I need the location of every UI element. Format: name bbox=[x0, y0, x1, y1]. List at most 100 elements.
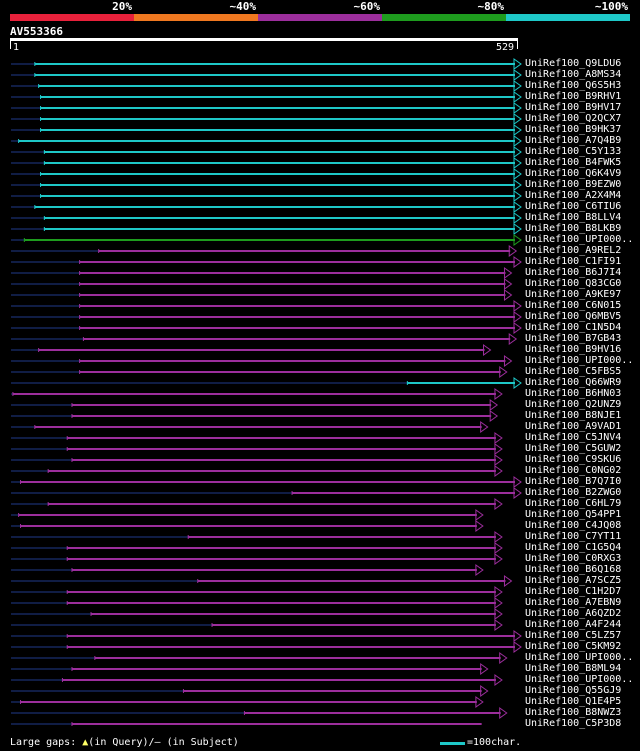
hit-label[interactable]: UniRef100_C1H2D7 bbox=[525, 586, 622, 597]
hit-label[interactable]: UniRef100_C4JQ08 bbox=[525, 520, 622, 531]
hit-end-arrow-icon bbox=[494, 674, 503, 686]
hit-label[interactable]: UniRef100_A7SCZ5 bbox=[525, 575, 622, 586]
legend-segment bbox=[134, 14, 258, 21]
hit-label[interactable]: UniRef100_B6J7I4 bbox=[525, 267, 622, 278]
hit-label[interactable]: UniRef100_C1G5Q4 bbox=[525, 542, 622, 553]
hit-label[interactable]: UniRef100_B7GB43 bbox=[525, 333, 622, 344]
hit-end-arrow-icon bbox=[494, 432, 503, 444]
hit-end-arrow-icon bbox=[503, 289, 513, 301]
hit-label[interactable]: UniRef100_A8MS34 bbox=[525, 69, 622, 80]
hit-label[interactable]: UniRef100_A7Q4B9 bbox=[525, 135, 622, 146]
hit-label[interactable]: UniRef100_Q2UNZ9 bbox=[525, 399, 622, 410]
hit-label[interactable]: UniRef100_C0RXG3 bbox=[525, 553, 622, 564]
hit-label[interactable]: UniRef100_C6HL79 bbox=[525, 498, 622, 509]
hit-end-arrow-icon bbox=[499, 707, 508, 719]
hit-label[interactable]: UniRef100_C5P3D8 bbox=[525, 718, 622, 729]
legend-label: 20% bbox=[112, 0, 132, 13]
hit-end-arrow-icon bbox=[513, 311, 522, 323]
hit-label[interactable]: UniRef100_UPI000.. bbox=[525, 652, 634, 663]
hit-end-arrow-icon bbox=[494, 454, 503, 466]
gap-legend: Large gaps: ▲(in Query)/– (in Subject) bbox=[10, 737, 239, 748]
hit-label[interactable]: UniRef100_C9SKU6 bbox=[525, 454, 622, 465]
hit-label[interactable]: UniRef100_C0NG02 bbox=[525, 465, 622, 476]
hit-label[interactable]: UniRef100_C5JNV4 bbox=[525, 432, 622, 443]
ruler-start-tick bbox=[10, 41, 11, 49]
legend-segment bbox=[506, 14, 630, 21]
hit-label[interactable]: UniRef100_B8LLV4 bbox=[525, 212, 622, 223]
footer: Large gaps: ▲(in Query)/– (in Subject) =… bbox=[10, 736, 630, 750]
query-ruler: 1 529 bbox=[10, 38, 518, 54]
hit-label[interactable]: UniRef100_C1N5D4 bbox=[525, 322, 622, 333]
hit-end-arrow-icon bbox=[513, 377, 522, 389]
hit-label[interactable]: UniRef100_B9RHV1 bbox=[525, 91, 622, 102]
ruler-start-label: 1 bbox=[13, 42, 20, 53]
hit-end-arrow-icon bbox=[475, 564, 484, 576]
legend-segment bbox=[258, 14, 382, 21]
hit-label[interactable]: UniRef100_C7YT11 bbox=[525, 531, 622, 542]
hit-end-arrow-icon bbox=[489, 399, 499, 411]
hit-label[interactable]: UniRef100_B6HN03 bbox=[525, 388, 622, 399]
gap-legend-text: (in Query)/– (in Subject) bbox=[88, 737, 239, 748]
hit-end-arrow-icon bbox=[513, 168, 522, 180]
hit-label[interactable]: UniRef100_A9VAD1 bbox=[525, 421, 622, 432]
hit-label[interactable]: UniRef100_C5KM92 bbox=[525, 641, 622, 652]
hit-end-arrow-icon bbox=[483, 344, 492, 356]
hit-label[interactable]: UniRef100_B9HV16 bbox=[525, 344, 622, 355]
hit-label[interactable]: UniRef100_C5LZ57 bbox=[525, 630, 622, 641]
hit-label[interactable]: UniRef100_B8ML94 bbox=[525, 663, 622, 674]
hit-label[interactable]: UniRef100_B6Q168 bbox=[525, 564, 622, 575]
hit-label[interactable]: UniRef100_Q6MBV5 bbox=[525, 311, 622, 322]
hit-label[interactable]: UniRef100_Q66WR9 bbox=[525, 377, 622, 388]
hit-end-arrow-icon bbox=[513, 113, 522, 125]
hit-label[interactable]: UniRef100_Q83CG0 bbox=[525, 278, 622, 289]
hit-end-arrow-icon bbox=[489, 410, 499, 422]
hit-label[interactable]: UniRef100_B9HV17 bbox=[525, 102, 622, 113]
hit-end-arrow-icon bbox=[494, 553, 503, 565]
hit-label[interactable]: UniRef100_Q6S5H3 bbox=[525, 80, 622, 91]
hit-end-arrow-icon bbox=[513, 80, 522, 92]
legend-label: ~80% bbox=[477, 0, 505, 13]
hit-label[interactable]: UniRef100_B9EZW0 bbox=[525, 179, 622, 190]
hit-label[interactable]: UniRef100_Q2QCX7 bbox=[525, 113, 622, 124]
hit-label[interactable]: UniRef100_A7EBN9 bbox=[525, 597, 622, 608]
hit-end-arrow-icon bbox=[494, 542, 503, 554]
hit-label[interactable]: UniRef100_Q55GJ9 bbox=[525, 685, 622, 696]
hit-end-arrow-icon bbox=[480, 421, 489, 433]
hit-label[interactable]: UniRef100_UPI000.. bbox=[525, 355, 634, 366]
hit-label[interactable]: UniRef100_C5GUW2 bbox=[525, 443, 622, 454]
hit-label[interactable]: UniRef100_C6TIU6 bbox=[525, 201, 622, 212]
hit-end-arrow-icon bbox=[503, 278, 513, 290]
hit-end-arrow-icon bbox=[513, 146, 522, 158]
hit-label[interactable]: UniRef100_B8NJE1 bbox=[525, 410, 622, 421]
hit-end-arrow-icon bbox=[513, 641, 522, 653]
hit-label[interactable]: UniRef100_A9KE97 bbox=[525, 289, 622, 300]
hit-end-arrow-icon bbox=[513, 322, 522, 334]
hit-end-arrow-icon bbox=[513, 476, 522, 488]
hit-end-arrow-icon bbox=[513, 300, 522, 312]
hit-label[interactable]: UniRef100_Q54PP1 bbox=[525, 509, 622, 520]
hit-label[interactable]: UniRef100_UPI000.. bbox=[525, 674, 634, 685]
hit-label[interactable]: UniRef100_B4FWK5 bbox=[525, 157, 622, 168]
query-title: AV553366 bbox=[10, 25, 63, 38]
hit-label[interactable]: UniRef100_B2ZWG0 bbox=[525, 487, 622, 498]
hit-label[interactable]: UniRef100_UPI000.. bbox=[525, 234, 634, 245]
hit-label[interactable]: UniRef100_Q1E4P5 bbox=[525, 696, 622, 707]
hit-label[interactable]: UniRef100_A9REL2 bbox=[525, 245, 622, 256]
hit-label[interactable]: UniRef100_A2X4M4 bbox=[525, 190, 622, 201]
hit-end-arrow-icon bbox=[494, 443, 503, 455]
hit-end-arrow-icon bbox=[513, 135, 522, 147]
hit-label[interactable]: UniRef100_A4F244 bbox=[525, 619, 622, 630]
hit-end-arrow-icon bbox=[513, 487, 522, 499]
hit-label[interactable]: UniRef100_B7Q7I0 bbox=[525, 476, 622, 487]
ruler-end-tick bbox=[517, 41, 518, 49]
hit-label[interactable]: UniRef100_A6QZD2 bbox=[525, 608, 622, 619]
hit-label[interactable]: UniRef100_Q6K4V9 bbox=[525, 168, 622, 179]
hit-label[interactable]: UniRef100_B8NWZ3 bbox=[525, 707, 622, 718]
hit-label[interactable]: UniRef100_C6N015 bbox=[525, 300, 622, 311]
hit-label[interactable]: UniRef100_B9HK37 bbox=[525, 124, 622, 135]
hit-label[interactable]: UniRef100_C1FI91 bbox=[525, 256, 622, 267]
hit-label[interactable]: UniRef100_Q9LDU6 bbox=[525, 58, 622, 69]
hit-label[interactable]: UniRef100_C5FBS5 bbox=[525, 366, 622, 377]
hit-label[interactable]: UniRef100_C5Y133 bbox=[525, 146, 622, 157]
hit-label[interactable]: UniRef100_B8LKB9 bbox=[525, 223, 622, 234]
